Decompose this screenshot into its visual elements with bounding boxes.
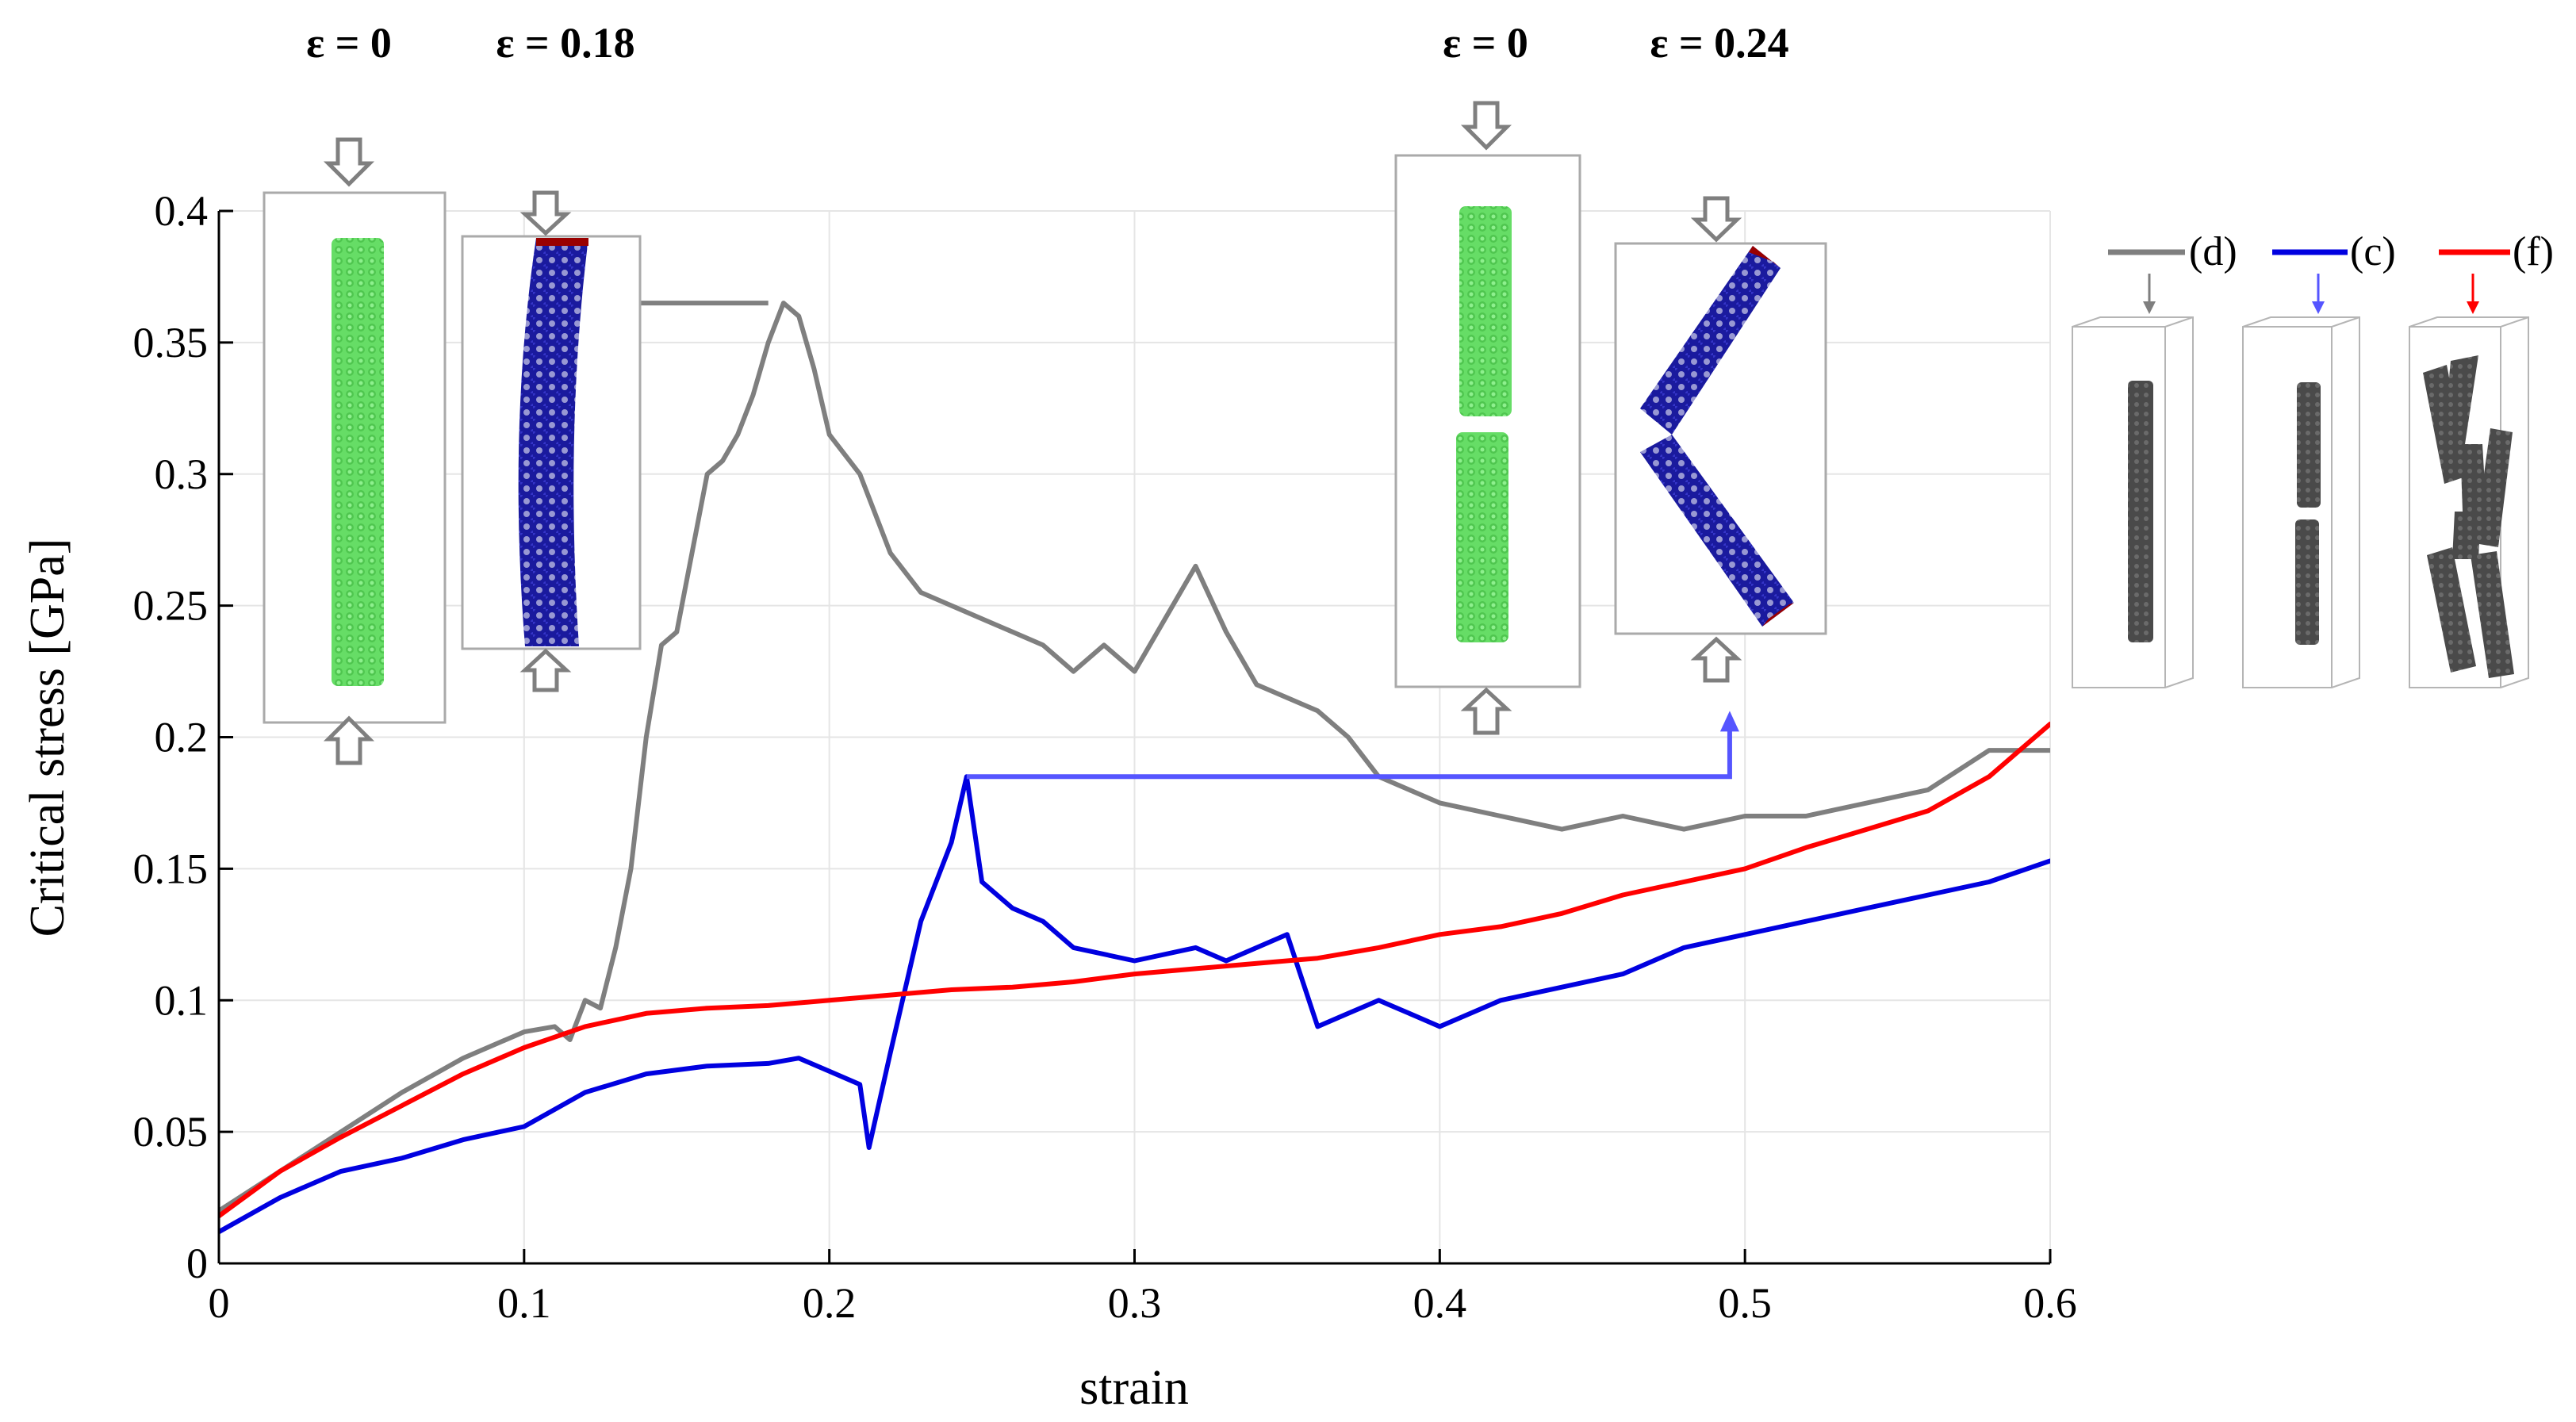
legend-structure-c bbox=[2242, 316, 2360, 688]
blue-nanotube-upper bbox=[1640, 246, 1781, 435]
series-line-d bbox=[219, 301, 2050, 1213]
legend-label-d: (d) bbox=[2189, 229, 2237, 274]
blue-nanotube-lower bbox=[1640, 435, 1794, 627]
legend-structure-f bbox=[2409, 316, 2529, 688]
right-label-initial: ε = 0 bbox=[1443, 19, 1528, 67]
y-tick-label: 0.1 bbox=[155, 976, 209, 1024]
series-layer bbox=[219, 301, 2050, 1235]
right-inset-group: ε = 0 ε = 0.24 bbox=[1394, 19, 1827, 735]
compress-arrow-icon bbox=[1460, 101, 1512, 151]
tip-atoms bbox=[536, 238, 588, 246]
y-tick-label: 0.3 bbox=[155, 450, 209, 498]
x-tick-label: 0.1 bbox=[497, 1279, 551, 1327]
x-axis-label: strain bbox=[1079, 1361, 1189, 1415]
tip-atoms bbox=[1762, 603, 1794, 627]
y-tick-label: 0.4 bbox=[155, 187, 209, 235]
connector-bracket-blue bbox=[966, 728, 1732, 780]
y-tick-label: 0.05 bbox=[133, 1108, 209, 1156]
x-tick-label: 0.5 bbox=[1718, 1279, 1772, 1327]
y-tick-label: 0.15 bbox=[133, 845, 209, 892]
y-tick-label: 0.25 bbox=[133, 582, 209, 630]
compress-arrow-icon bbox=[1690, 636, 1742, 683]
tip-atoms bbox=[1749, 246, 1781, 268]
ticks: 0 0.1 0.2 0.3 0.4 0.5 0.6 0 0.05 0.1 0.15 0.2 0.25 0.… bbox=[133, 187, 2077, 1327]
green-nanotube bbox=[332, 238, 384, 686]
y-axis-label: Critical stress [GPa] bbox=[21, 539, 75, 937]
compress-arrow-icon bbox=[1690, 196, 1742, 243]
x-tick-label: 0.4 bbox=[1413, 1279, 1467, 1327]
compress-arrow-icon bbox=[519, 648, 572, 692]
green-nanotube-upper bbox=[1459, 206, 1512, 416]
compress-arrow-icon bbox=[519, 190, 572, 236]
legend-label-c: (c) bbox=[2350, 229, 2396, 274]
x-tick-label: 0.6 bbox=[2023, 1279, 2077, 1327]
series-line-c bbox=[219, 774, 2050, 1235]
x-tick-label: 0.3 bbox=[1108, 1279, 1162, 1327]
y-tick-label: 0.2 bbox=[155, 714, 209, 761]
x-tick-label: 0.2 bbox=[803, 1279, 857, 1327]
legend-arrow-icon bbox=[2143, 274, 2156, 314]
legend-arrow-icon bbox=[2467, 274, 2479, 314]
green-nanotube-lower bbox=[1456, 432, 1508, 642]
compress-arrow-icon bbox=[1460, 687, 1512, 735]
x-tick-label: 0 bbox=[209, 1279, 230, 1327]
right-label-buckled: ε = 0.24 bbox=[1650, 19, 1788, 67]
legend-structure-d bbox=[2072, 316, 2194, 688]
left-initial-structure-panel bbox=[263, 191, 447, 724]
left-label-initial: ε = 0 bbox=[306, 19, 392, 67]
left-label-buckled: ε = 0.18 bbox=[496, 19, 634, 67]
blue-bent-nanotube bbox=[518, 238, 588, 646]
legend-label-f: (f) bbox=[2513, 229, 2554, 274]
right-buckled-structure-panel bbox=[1614, 242, 1827, 635]
y-tick-label: 0 bbox=[186, 1240, 208, 1287]
right-initial-structure-panel bbox=[1394, 154, 1581, 688]
legend: (d) (c) (f) bbox=[2072, 229, 2554, 688]
series-line-f bbox=[219, 721, 2050, 1219]
y-tick-label: 0.35 bbox=[133, 319, 209, 366]
compress-arrow-icon bbox=[323, 715, 375, 765]
legend-arrow-icon bbox=[2312, 274, 2325, 314]
left-inset-group: ε = 0 ε = 0.18 bbox=[263, 19, 642, 765]
left-buckled-structure-panel bbox=[461, 235, 642, 650]
connector-arrowhead-blue bbox=[1719, 711, 1739, 732]
compress-arrow-icon bbox=[323, 137, 375, 187]
